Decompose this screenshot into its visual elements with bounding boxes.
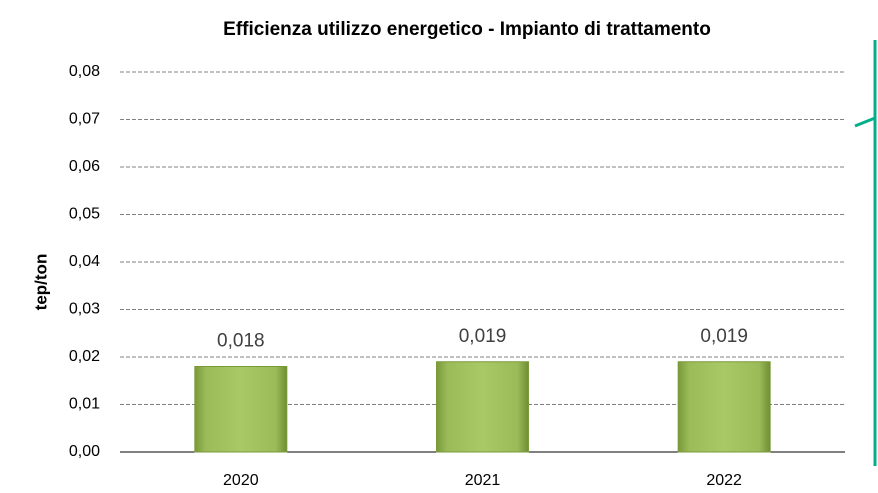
x-tick-label: 2022 [706,472,742,489]
value-label-bg [690,321,759,350]
y-tick-label: 0,05 [69,206,100,223]
y-tick-label: 0,02 [69,348,100,365]
bar [677,361,771,453]
bar [436,361,529,453]
x-tick-label: 2020 [223,472,259,489]
value-label: 0,019 [459,326,507,347]
y-tick-label: 0,06 [69,158,100,175]
bar [194,366,288,453]
y-tick-label: 0,04 [69,253,100,270]
value-label: 0,018 [217,331,265,352]
y-tick-label: 0,03 [69,301,100,318]
y-tick-label: 0,00 [69,443,100,460]
value-label-bg [448,321,517,350]
value-label-bg [206,326,275,355]
y-axis-label: tep/ton [31,254,50,311]
y-tick-label: 0,01 [69,396,100,413]
y-tick-label: 0,07 [69,111,100,128]
x-tick-label: 2021 [465,472,501,489]
value-label: 0,019 [700,326,748,347]
chart-title: Efficienza utilizzo energetico - Impiant… [223,19,711,40]
y-tick-label: 0,08 [69,63,100,80]
decoration-line [854,40,877,466]
